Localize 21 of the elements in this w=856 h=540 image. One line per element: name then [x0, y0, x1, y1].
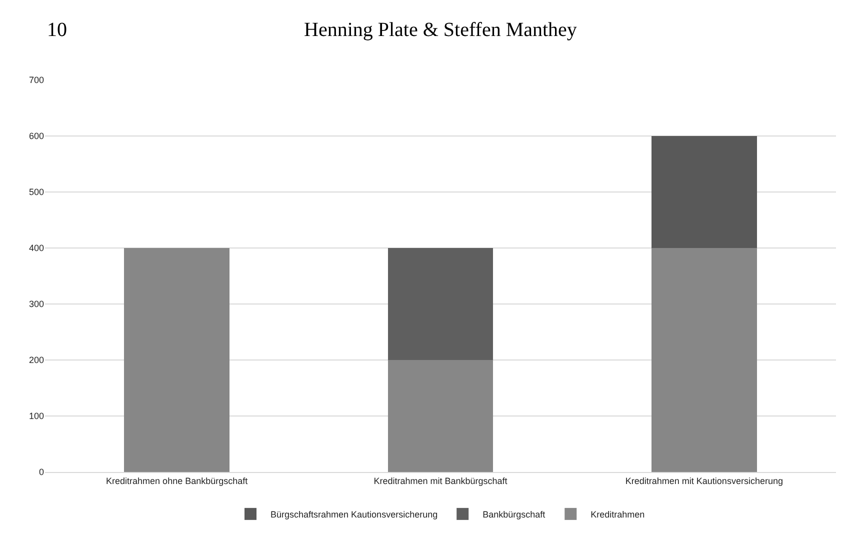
x-tick-label: Kreditrahmen mit Kautionsversicherung	[625, 476, 783, 486]
legend-label: Bürgschaftsrahmen Kautionsversicherung	[270, 509, 438, 520]
text: 10	[47, 19, 67, 41]
y-tick-label: 700	[28, 75, 44, 86]
y-tick-label: 300	[28, 299, 44, 310]
x-tick-label: Kreditrahmen mit Bankbürgschaft	[374, 476, 508, 486]
y-tick-label: 400	[28, 243, 44, 254]
bar	[124, 248, 230, 472]
y-tick-label: 500	[28, 187, 44, 198]
y-tick-label: 0	[38, 467, 44, 478]
legend-label: Bankbürgschaft	[482, 509, 546, 520]
y-tick-label: 200	[28, 355, 44, 366]
y-tick-label: 600	[28, 131, 44, 142]
text: Henning Plate & Steffen Manthey	[304, 19, 577, 41]
legend-label: Kreditrahmen	[590, 509, 645, 520]
y-tick-label: 100	[28, 411, 44, 422]
bar	[651, 248, 757, 472]
bar	[651, 136, 757, 248]
x-tick-label: Kreditrahmen ohne Bankbürgschaft	[106, 476, 248, 486]
bar	[388, 248, 494, 360]
bar	[388, 360, 494, 472]
